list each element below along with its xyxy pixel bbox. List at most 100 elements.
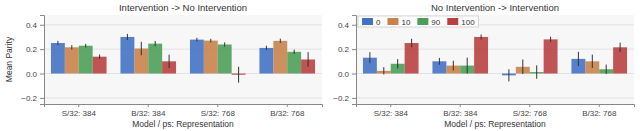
bar — [218, 45, 232, 74]
error-bar — [550, 37, 551, 42]
x-tick-label: B/32: 768 — [582, 109, 617, 118]
y-tick: 0.2 — [26, 45, 44, 54]
x-axis-line — [45, 105, 323, 108]
x-tick: B/32: 768 — [582, 104, 617, 118]
error-bar — [411, 39, 412, 48]
legend-swatch — [387, 18, 398, 25]
x-tick-mark — [599, 104, 600, 107]
legend-box — [358, 16, 479, 27]
y-tick-mark — [40, 98, 44, 99]
error-bar — [578, 52, 579, 66]
error-bar — [522, 60, 523, 75]
error-bar — [71, 45, 72, 49]
title: No Intervention -> Intervention — [431, 2, 559, 13]
error-bar — [383, 67, 384, 74]
y-tick-mark — [352, 49, 356, 50]
legend-label: 10 — [401, 18, 410, 27]
x-tick-label: S/32: 384 — [374, 109, 409, 118]
error-bar — [99, 55, 100, 59]
y-tick-label: 0.2 — [26, 45, 38, 54]
y-axis: −0.2 0.0 0.2 0.4 — [333, 16, 356, 105]
x-tick: B/32: 768 — [270, 104, 305, 118]
x-tick-mark — [460, 104, 461, 107]
x-tick-label: S/32: 768 — [513, 109, 548, 118]
error-bar — [169, 55, 170, 68]
x-tick: B/32: 384 — [443, 104, 478, 118]
y-tick-label: 0.4 — [26, 21, 38, 30]
bar — [273, 41, 287, 74]
legend-swatch — [362, 18, 373, 25]
x-axis-title: Model / ps: Representation — [132, 119, 234, 129]
y-tick-mark — [352, 98, 356, 99]
x-tick-mark — [217, 104, 218, 107]
y-tick: −0.2 — [21, 94, 44, 103]
marks — [363, 35, 627, 82]
legend-item: 0 — [362, 18, 381, 27]
bar — [65, 47, 79, 73]
error-bar — [481, 35, 482, 40]
bar — [474, 37, 488, 74]
bar-series — [79, 41, 301, 74]
y-tick: 0.4 — [338, 21, 356, 30]
grid-line — [356, 49, 634, 50]
grid-line — [356, 97, 634, 98]
bar — [544, 39, 558, 73]
error-bar — [294, 50, 295, 54]
bar — [405, 43, 419, 73]
y-tick-mark — [40, 74, 44, 75]
x-tick-label: B/32: 384 — [131, 109, 166, 118]
error-bar — [620, 43, 621, 52]
grid-line — [44, 24, 322, 25]
bar — [93, 57, 107, 74]
legend-item: 10 — [387, 18, 410, 27]
y-tick-mark — [40, 25, 44, 26]
legend-swatch — [417, 18, 428, 25]
bar-series — [391, 58, 613, 79]
error-bar — [196, 38, 197, 42]
error-bar — [127, 34, 128, 40]
y-axis-line — [352, 16, 357, 105]
bar — [148, 44, 162, 74]
marks — [51, 34, 315, 83]
error-bar — [439, 58, 440, 65]
error-bar — [508, 69, 509, 81]
grid — [356, 25, 634, 98]
x-tick-mark — [148, 104, 149, 107]
x-tick-mark — [287, 104, 288, 107]
y-tick: 0.0 — [26, 70, 44, 79]
legend-label: 0 — [376, 18, 381, 27]
x-tick-mark — [529, 104, 530, 107]
x-tick-label: S/32: 384 — [62, 109, 97, 118]
x-tick: S/32: 768 — [201, 104, 236, 118]
panel: −0.2 0.0 0.2 0.4 S/32: 384 B/32: 384 S/32: 768… — [333, 2, 634, 129]
legend: 01090100 — [358, 16, 479, 27]
legend-item: 90 — [417, 18, 440, 27]
error-bar — [238, 67, 239, 83]
bar — [204, 41, 218, 74]
error-bar — [85, 44, 86, 48]
bar — [259, 48, 273, 74]
error-bar — [210, 39, 211, 43]
bar — [79, 46, 93, 74]
x-axis: S/32: 384 B/32: 384 S/32: 768 B/32: 768 — [45, 104, 323, 118]
y-tick-label: 0.2 — [338, 45, 350, 54]
x-tick: S/32: 384 — [62, 104, 97, 118]
y-tick-label: 0.0 — [338, 70, 350, 79]
x-tick: S/32: 384 — [374, 104, 409, 118]
y-axis: −0.2 0.0 0.2 0.4 — [21, 16, 44, 105]
bar — [287, 52, 301, 74]
y-tick: −0.2 — [333, 94, 356, 103]
bar-series — [93, 52, 315, 82]
error-bar — [280, 39, 281, 43]
y-tick-mark — [352, 74, 356, 75]
x-tick-label: B/32: 768 — [270, 109, 305, 118]
x-tick-mark — [78, 104, 79, 107]
error-bar — [155, 41, 156, 46]
x-tick: B/32: 384 — [131, 104, 166, 118]
bar — [120, 37, 134, 74]
y-axis-title: Mean Parity — [4, 36, 14, 82]
bar-series — [51, 34, 273, 74]
x-axis: S/32: 384 B/32: 384 S/32: 768 B/32: 768 — [357, 104, 635, 118]
legend-swatch — [447, 18, 458, 25]
y-tick-label: 0.0 — [26, 70, 38, 79]
